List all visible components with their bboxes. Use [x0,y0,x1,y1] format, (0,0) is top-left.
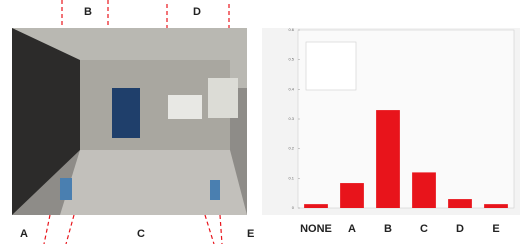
zone-line [44,215,50,244]
bar [484,204,508,208]
x-tick-label: B [384,223,392,235]
y-tick-label: 0.1 [288,175,294,180]
inset-panel [306,42,356,90]
x-tick-label: NONE [300,223,332,235]
zone-line [205,215,214,244]
zone-line [66,215,74,244]
zone-label: E [247,228,254,240]
zone-line [220,215,222,244]
x-tick-label: C [420,223,428,235]
whiteboard [168,95,202,119]
bar [448,199,472,208]
back-wall [80,60,230,150]
y-tick-label: 0.4 [288,86,294,91]
camera-stand [60,178,72,200]
x-tick-label: E [492,223,499,235]
door [112,88,140,138]
camera-stand [210,180,220,200]
zone-label: A [20,228,28,240]
zone-label: C [137,228,145,240]
zone-label: D [193,6,201,18]
figure: A B C D E 00.10.20.30.40.50.6NONEABCDE [0,0,524,244]
bar [412,172,436,208]
y-tick-label: 0.6 [288,27,294,32]
bar [376,110,400,208]
x-tick-label: A [348,223,356,235]
window [208,78,238,118]
y-tick-label: 0.2 [288,146,294,151]
zone-label: B [84,6,92,18]
bar [340,183,364,208]
camera-photo [12,28,247,215]
y-tick-label: 0.3 [288,116,294,121]
y-tick-label: 0.5 [288,57,294,62]
bar [304,204,328,208]
x-tick-label: D [456,223,464,235]
